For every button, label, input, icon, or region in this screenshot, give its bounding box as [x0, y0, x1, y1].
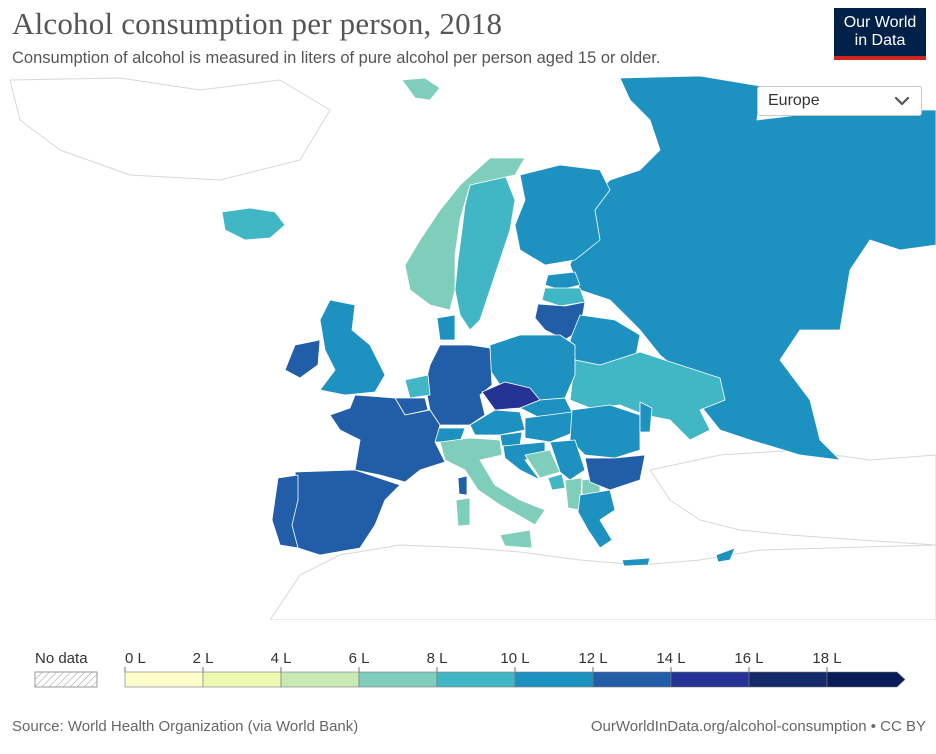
- greenland-outline: [9, 77, 331, 181]
- legend-tick-label: 10 L: [500, 650, 529, 667]
- legend-swatch: [748, 671, 828, 688]
- middle-east-outline: [649, 449, 936, 546]
- country-svalbard: [401, 77, 441, 101]
- source-note: Source: World Health Organization (via W…: [12, 718, 359, 735]
- chart-subtitle: Consumption of alcohol is measured in li…: [12, 49, 661, 67]
- country-bulgaria: [584, 454, 646, 491]
- country-netherlands: [404, 374, 431, 399]
- country-sicily: [499, 529, 533, 549]
- country-ireland: [284, 339, 321, 379]
- country-moldova: [639, 401, 653, 433]
- europe-map: [9, 75, 936, 620]
- legend-tick-label: 8 L: [427, 650, 448, 667]
- country-finland: [514, 164, 611, 266]
- color-legend: No data 0 L 2 L 4 L 6 L 8 L 10 L 12 L 14 L 16 L 1…: [34, 650, 906, 688]
- legend-swatch: [202, 671, 282, 688]
- owid-logo[interactable]: Our World in Data: [834, 8, 926, 60]
- country-portugal: [271, 474, 299, 549]
- legend-swatch: [670, 671, 750, 688]
- footer-url-link[interactable]: OurWorldInData.org/alcohol-consumption •…: [590, 718, 926, 735]
- legend-swatch: [280, 671, 360, 688]
- legend-swatch: [514, 671, 594, 688]
- legend-tick-label: 14 L: [656, 650, 685, 667]
- chart-title: Alcohol consumption per person, 2018: [12, 6, 503, 41]
- legend-tick-label: 6 L: [349, 650, 370, 667]
- country-sweden: [454, 174, 516, 331]
- country-estonia: [544, 271, 581, 291]
- country-iceland: [221, 207, 286, 241]
- logo-line-1: Our World: [843, 14, 917, 31]
- legend-tick-label: 0 L: [125, 650, 146, 667]
- country-france: [329, 394, 446, 483]
- country-spain: [289, 469, 401, 556]
- legend-tick-label: 2 L: [193, 650, 214, 667]
- country-montenegro: [547, 473, 566, 491]
- region-selector[interactable]: Europe: [757, 86, 922, 116]
- north-africa-outline: [269, 544, 936, 620]
- legend-tick-label: 16 L: [734, 650, 763, 667]
- legend-swatch: [436, 671, 516, 688]
- legend-tick-label: 18 L: [812, 650, 841, 667]
- legend-swatch: [124, 671, 204, 688]
- legend-tick-label: 12 L: [578, 650, 607, 667]
- chevron-down-icon: [894, 96, 910, 106]
- legend-swatch: [592, 671, 672, 688]
- country-crete: [621, 557, 651, 567]
- logo-line-2: in Data: [854, 32, 906, 49]
- country-cyprus: [715, 547, 736, 563]
- country-hungary: [524, 411, 576, 443]
- legend-no-data-label: No data: [35, 650, 88, 667]
- country-germany: [424, 344, 493, 426]
- legend-swatch-open-ended: [826, 671, 906, 688]
- country-serbia: [549, 439, 586, 481]
- legend-swatch: [358, 671, 438, 688]
- country-romania: [569, 404, 641, 459]
- legend-tick-label: 4 L: [271, 650, 292, 667]
- country-greece: [577, 489, 616, 549]
- country-italy: [439, 437, 546, 526]
- country-corsica: [457, 475, 468, 496]
- country-croatia: [502, 441, 546, 481]
- country-latvia: [541, 287, 586, 307]
- country-norway: [404, 157, 526, 311]
- legend-no-data-swatch: [34, 671, 98, 688]
- country-denmark: [436, 314, 456, 341]
- country-sardinia: [455, 497, 471, 527]
- country-united-kingdom: [319, 299, 386, 396]
- region-selector-value: Europe: [768, 92, 820, 109]
